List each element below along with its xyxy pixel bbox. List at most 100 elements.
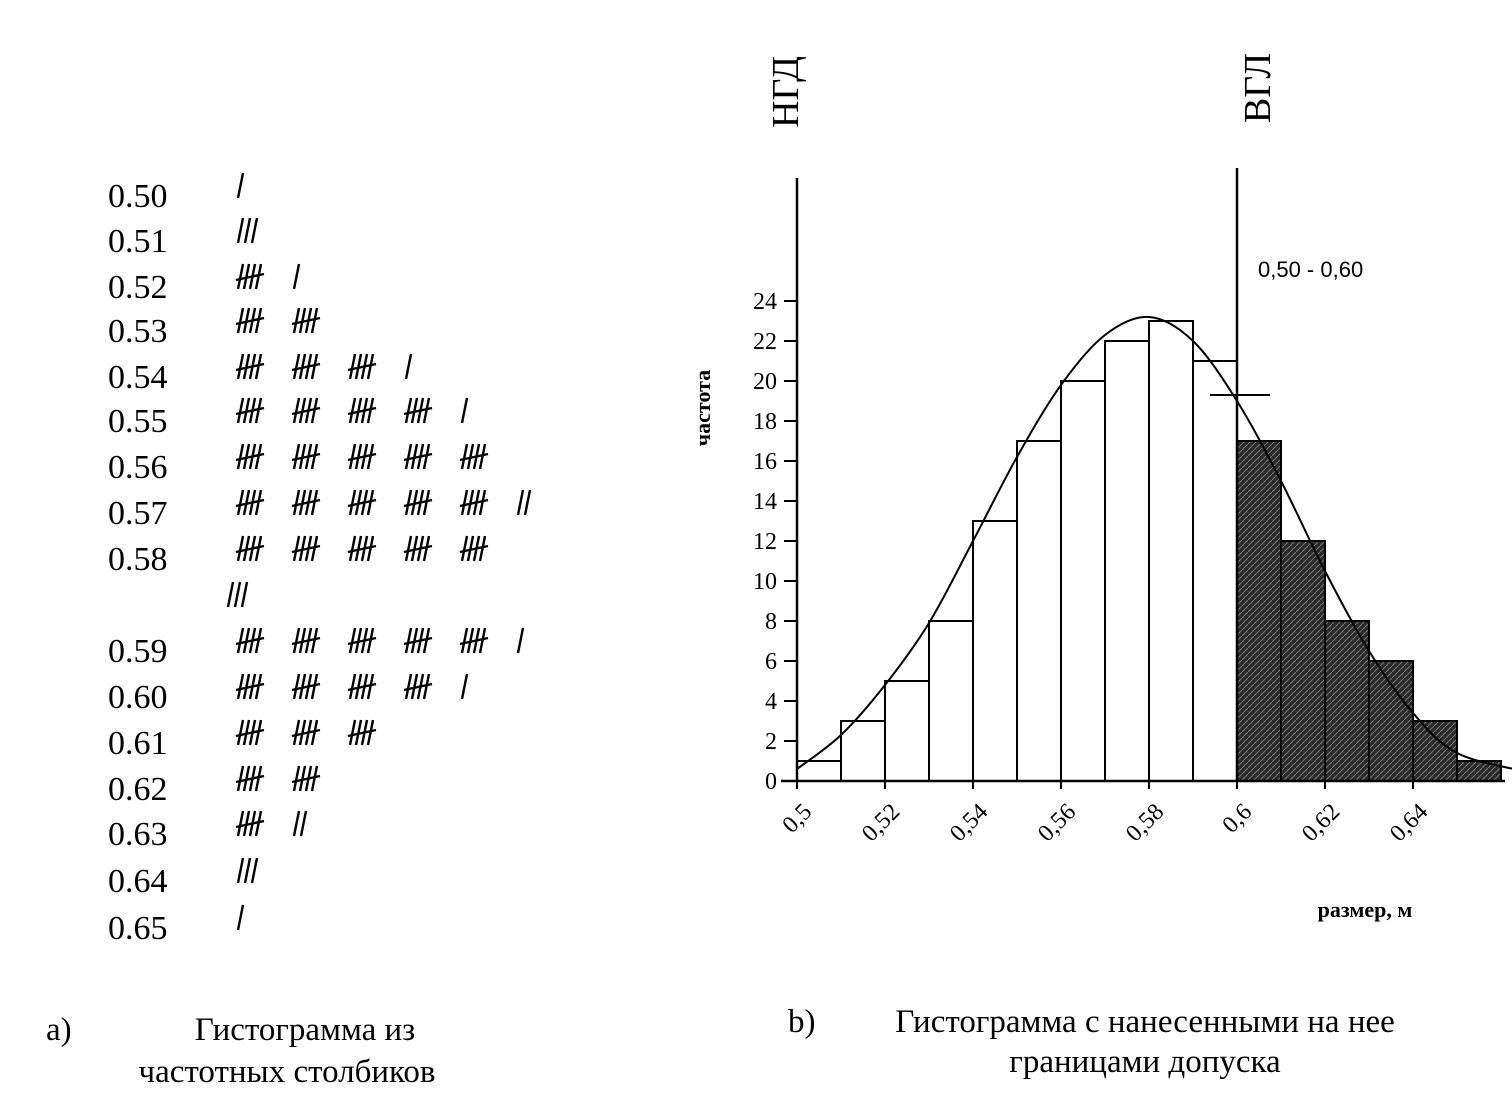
bar-out-of-tolerance <box>1412 720 1458 782</box>
tally-value: 0.51 <box>108 223 168 260</box>
tally-stroke <box>236 172 245 199</box>
tally-group-of-five <box>347 443 377 470</box>
y-tick-label: 16 <box>753 449 777 475</box>
tally-group-of-five <box>291 307 321 334</box>
bar-out-of-tolerance <box>1280 540 1326 782</box>
y-tick-label: 8 <box>765 609 777 635</box>
x-axis-label: размер, м <box>1318 897 1413 922</box>
tally-stroke <box>404 353 413 380</box>
tally-stroke <box>243 857 252 884</box>
tally-group-of-five <box>403 673 433 700</box>
tally-group-of-five <box>459 627 489 654</box>
tally-group-of-five <box>403 535 433 562</box>
tally-group-of-five <box>235 673 265 700</box>
tally-group-of-five <box>347 397 377 424</box>
tally-value: 0.56 <box>108 449 168 486</box>
tally-group-of-five <box>403 627 433 654</box>
caption-b-letter: b) <box>788 1004 816 1040</box>
tally-group-of-five <box>291 535 321 562</box>
tally-stroke <box>292 263 301 290</box>
caption-b: b) Гистограмма с нанесенными на нее гран… <box>788 1004 1395 1080</box>
y-tick-label: 6 <box>765 649 777 675</box>
tally-stroke <box>250 857 259 884</box>
tally-stroke <box>236 904 245 931</box>
x-tick-label: 0,52 <box>857 799 905 847</box>
tally-group-of-five <box>347 353 377 380</box>
tally-row: 0.55 <box>108 397 469 440</box>
tally-group-of-five <box>291 673 321 700</box>
x-tick-label: 0,62 <box>1297 799 1345 847</box>
tally-marks <box>235 307 321 334</box>
tally-stroke <box>460 397 469 424</box>
chart-axes <box>781 168 1505 783</box>
bar-in-tolerance <box>1148 320 1194 782</box>
tally-row: 0.59 <box>108 627 525 670</box>
tally-value: 0.58 <box>108 541 168 578</box>
tally-marks <box>235 263 301 290</box>
tally-value: 0.52 <box>108 269 168 306</box>
y-tick-label: 12 <box>753 529 777 555</box>
tally-group-of-five <box>403 397 433 424</box>
caption-b-line1: Гистограмма с нанесенными на нее <box>895 1004 1395 1040</box>
caption-a-line1: Гистограмма из <box>195 1012 415 1048</box>
tally-table: 0.50 0.51 0.52 0.53 0.54 0.55 0.56 0.57 0.58 0.59… <box>108 172 532 947</box>
bar-in-tolerance <box>1060 380 1106 782</box>
tally-group-of-five <box>403 489 433 516</box>
caption-b-line2: границами допуска <box>1009 1044 1281 1080</box>
histogram-bars <box>796 320 1502 782</box>
tally-row: 0.54 <box>108 353 413 396</box>
lower-limit-label: НГД <box>765 56 807 128</box>
tally-stroke <box>236 857 245 884</box>
y-tick-label: 18 <box>753 409 777 435</box>
tally-marks <box>226 535 489 608</box>
tally-marks <box>235 673 469 700</box>
tally-group-of-five <box>235 535 265 562</box>
tally-value: 0.53 <box>108 313 168 350</box>
tally-group-of-five <box>235 627 265 654</box>
x-tick-label: 0,54 <box>945 799 993 847</box>
tally-group-of-five <box>459 443 489 470</box>
tally-stroke <box>292 810 301 837</box>
y-tick-label: 4 <box>765 689 777 715</box>
tally-group-of-five <box>235 489 265 516</box>
tolerance-range-label: 0,50 - 0,60 <box>1258 257 1363 282</box>
bar-in-tolerance <box>1016 440 1062 782</box>
tally-stroke <box>233 581 242 608</box>
tally-marks <box>236 217 259 244</box>
tally-row: 0.50 <box>108 172 245 215</box>
bar-in-tolerance <box>884 680 930 782</box>
tally-group-of-five <box>347 489 377 516</box>
tally-stroke <box>250 217 259 244</box>
tally-group-of-five <box>403 443 433 470</box>
caption-a-line2: частотных столбиков <box>139 1054 436 1090</box>
x-tick-label: 0,56 <box>1033 799 1081 847</box>
tally-row: 0.60 <box>108 673 469 716</box>
tally-value: 0.64 <box>108 863 168 900</box>
tally-group-of-five <box>347 719 377 746</box>
tally-row: 0.61 <box>108 719 377 762</box>
bar-out-of-tolerance <box>1368 660 1414 782</box>
bar-in-tolerance <box>1192 360 1238 782</box>
x-tick-label: 0,58 <box>1121 799 1169 847</box>
tally-value: 0.63 <box>108 816 168 853</box>
tally-stroke <box>516 627 525 654</box>
tally-row: 0.56 <box>108 443 489 486</box>
tally-row: 0.51 <box>108 217 259 260</box>
y-tick-label: 24 <box>753 289 777 315</box>
tally-marks <box>235 719 377 746</box>
tally-group-of-five <box>235 307 265 334</box>
tally-value: 0.59 <box>108 633 168 670</box>
tally-group-of-five <box>459 489 489 516</box>
tally-value: 0.60 <box>108 679 168 716</box>
distribution-curve <box>796 315 1512 770</box>
tally-row: 0.58 <box>108 535 489 608</box>
y-tick-label: 0 <box>765 769 777 795</box>
tally-marks <box>236 172 245 199</box>
tally-group-of-five <box>291 353 321 380</box>
tally-group-of-five <box>347 535 377 562</box>
bar-out-of-tolerance <box>1324 620 1370 782</box>
tally-marks <box>235 489 532 516</box>
tally-stroke <box>226 581 235 608</box>
tally-stroke <box>243 217 252 244</box>
